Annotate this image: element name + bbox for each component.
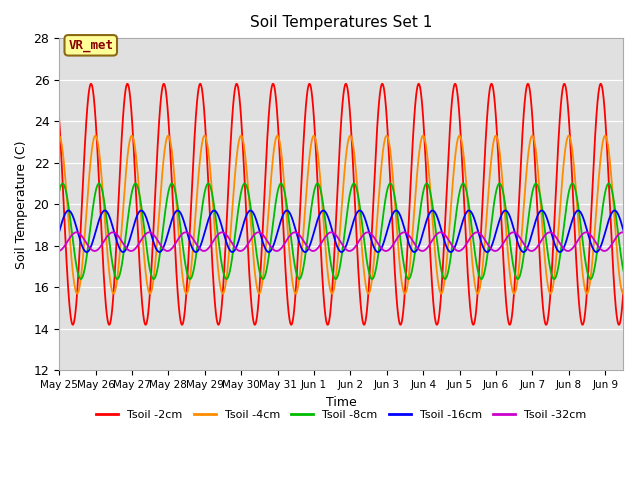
Tsoil -16cm bbox=[548, 232, 556, 238]
Tsoil -16cm bbox=[296, 242, 304, 248]
Title: Soil Temperatures Set 1: Soil Temperatures Set 1 bbox=[250, 15, 433, 30]
Line: Tsoil -8cm: Tsoil -8cm bbox=[59, 183, 623, 279]
Tsoil -4cm bbox=[120, 201, 127, 206]
Tsoil -8cm bbox=[272, 199, 280, 205]
Tsoil -32cm bbox=[548, 230, 556, 236]
Tsoil -4cm bbox=[296, 267, 304, 273]
Tsoil -16cm bbox=[228, 249, 236, 255]
Tsoil -2cm bbox=[272, 94, 280, 99]
Tsoil -32cm bbox=[55, 248, 63, 254]
Tsoil -2cm bbox=[153, 155, 161, 161]
Tsoil -32cm bbox=[296, 233, 304, 239]
Tsoil -16cm bbox=[272, 236, 280, 241]
Tsoil -8cm bbox=[120, 249, 127, 255]
Tsoil -4cm bbox=[272, 136, 280, 142]
Tsoil -4cm bbox=[128, 133, 136, 139]
Tsoil -32cm bbox=[609, 240, 616, 246]
Tsoil -32cm bbox=[272, 248, 280, 254]
Tsoil -8cm bbox=[620, 268, 627, 274]
Line: Tsoil -32cm: Tsoil -32cm bbox=[59, 232, 623, 251]
Line: Tsoil -4cm: Tsoil -4cm bbox=[59, 136, 623, 294]
Tsoil -32cm bbox=[120, 241, 127, 247]
Text: VR_met: VR_met bbox=[68, 39, 113, 52]
Tsoil -2cm bbox=[620, 287, 627, 292]
Tsoil -2cm bbox=[609, 260, 616, 265]
Tsoil -16cm bbox=[609, 209, 616, 215]
Tsoil -4cm bbox=[154, 237, 161, 243]
Tsoil -4cm bbox=[620, 291, 627, 297]
Tsoil -32cm bbox=[620, 229, 627, 235]
Tsoil -32cm bbox=[72, 229, 80, 235]
Tsoil -2cm bbox=[55, 116, 63, 122]
Tsoil -2cm bbox=[296, 204, 304, 210]
Legend: Tsoil -2cm, Tsoil -4cm, Tsoil -8cm, Tsoil -16cm, Tsoil -32cm: Tsoil -2cm, Tsoil -4cm, Tsoil -8cm, Tsoi… bbox=[92, 406, 591, 425]
Tsoil -8cm bbox=[368, 276, 376, 282]
Tsoil -16cm bbox=[574, 208, 582, 214]
Tsoil -8cm bbox=[95, 180, 103, 186]
Tsoil -8cm bbox=[154, 267, 161, 273]
Y-axis label: Soil Temperature (C): Soil Temperature (C) bbox=[15, 140, 28, 268]
Tsoil -4cm bbox=[609, 190, 616, 196]
Tsoil -8cm bbox=[609, 192, 616, 197]
Tsoil -16cm bbox=[620, 228, 627, 233]
Tsoil -16cm bbox=[120, 249, 127, 255]
Tsoil -2cm bbox=[548, 269, 556, 275]
Line: Tsoil -2cm: Tsoil -2cm bbox=[59, 84, 623, 325]
X-axis label: Time: Time bbox=[326, 396, 356, 408]
Tsoil -2cm bbox=[597, 81, 605, 87]
Tsoil -16cm bbox=[55, 229, 63, 235]
Tsoil -4cm bbox=[548, 288, 556, 294]
Tsoil -4cm bbox=[620, 291, 627, 297]
Line: Tsoil -16cm: Tsoil -16cm bbox=[59, 211, 623, 252]
Tsoil -8cm bbox=[55, 189, 63, 195]
Tsoil -8cm bbox=[548, 273, 556, 279]
Tsoil -16cm bbox=[153, 247, 161, 253]
Tsoil -32cm bbox=[419, 248, 426, 254]
Tsoil -32cm bbox=[154, 237, 161, 243]
Tsoil -2cm bbox=[178, 322, 186, 328]
Tsoil -8cm bbox=[296, 276, 304, 281]
Tsoil -4cm bbox=[55, 133, 63, 139]
Tsoil -2cm bbox=[120, 108, 127, 113]
